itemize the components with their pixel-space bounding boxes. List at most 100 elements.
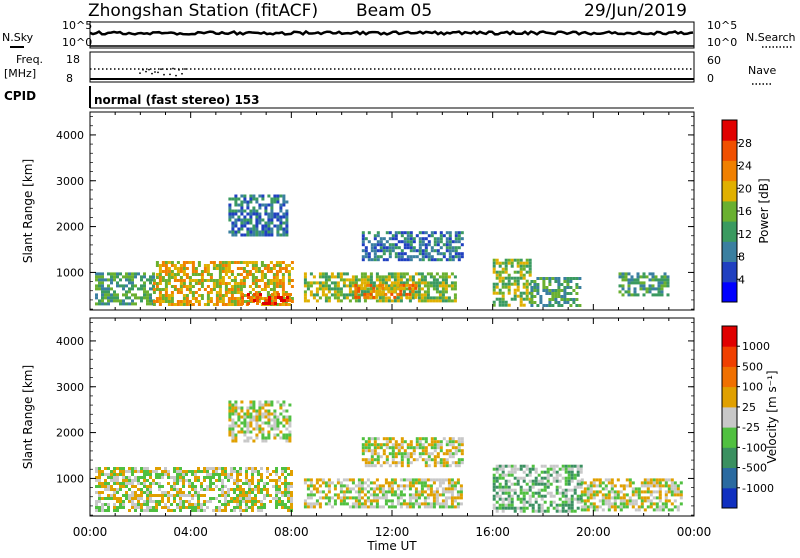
power-cell bbox=[406, 258, 410, 262]
velocity-cell bbox=[290, 491, 293, 494]
power-cell bbox=[361, 234, 365, 238]
power-cell bbox=[417, 272, 421, 276]
velocity-cell bbox=[504, 503, 508, 507]
power-cell bbox=[261, 224, 265, 228]
power-cell bbox=[227, 291, 231, 294]
power-cell bbox=[249, 227, 253, 231]
power-cell bbox=[391, 234, 395, 238]
power-cell bbox=[275, 291, 279, 294]
velocity-cell bbox=[519, 476, 523, 480]
power-cell bbox=[179, 276, 183, 279]
velocity-cell bbox=[433, 461, 437, 465]
velocity-cell bbox=[101, 503, 104, 506]
velocity-cell bbox=[580, 508, 584, 512]
power-cell bbox=[285, 230, 289, 234]
velocity-cell bbox=[549, 473, 553, 477]
power-cell bbox=[104, 293, 107, 297]
power-cell bbox=[249, 197, 253, 201]
velocity-cell bbox=[315, 487, 319, 491]
velocity-cell bbox=[528, 485, 532, 489]
power-cell bbox=[433, 231, 437, 235]
velocity-cell bbox=[411, 478, 415, 482]
velocity-cell bbox=[586, 499, 590, 503]
velocity-cell bbox=[287, 485, 290, 488]
power-cell bbox=[373, 249, 377, 253]
velocity-cell bbox=[454, 464, 458, 468]
power-cell bbox=[542, 277, 546, 280]
power-cell bbox=[275, 270, 279, 273]
velocity-cell bbox=[640, 481, 644, 485]
power-cell bbox=[270, 197, 274, 201]
power-cell bbox=[528, 270, 532, 274]
velocity-cell bbox=[561, 509, 565, 513]
velocity-cell bbox=[546, 467, 550, 471]
power-cell bbox=[246, 227, 250, 231]
power-cell bbox=[237, 230, 241, 234]
velocity-cell bbox=[134, 467, 137, 470]
power-cell bbox=[167, 294, 171, 297]
velocity-cell bbox=[622, 484, 626, 488]
power-cell bbox=[357, 286, 361, 290]
velocity-cell bbox=[197, 467, 200, 470]
velocity-cell bbox=[233, 491, 236, 494]
velocity-cell bbox=[531, 467, 535, 471]
velocity-cell bbox=[366, 505, 370, 509]
power-cell bbox=[221, 261, 225, 264]
power-cell bbox=[405, 272, 409, 276]
velocity-cell bbox=[275, 467, 278, 470]
power-cell bbox=[252, 224, 256, 228]
velocity-cell bbox=[670, 508, 674, 512]
power-cell bbox=[396, 275, 400, 279]
velocity-cell bbox=[580, 493, 584, 497]
power-cell bbox=[563, 286, 567, 289]
velocity-cell bbox=[381, 496, 385, 500]
velocity-cell bbox=[107, 473, 110, 476]
velocity-cell bbox=[185, 479, 188, 482]
velocity-cell bbox=[589, 496, 593, 500]
velocity-cell bbox=[248, 497, 251, 500]
velocity-cell bbox=[266, 488, 269, 491]
power-cell bbox=[391, 249, 395, 253]
power-cell bbox=[278, 267, 282, 270]
power-cell bbox=[578, 304, 582, 307]
velocity-cell bbox=[646, 487, 650, 491]
power-cell bbox=[321, 275, 325, 279]
power-cell bbox=[575, 277, 579, 280]
velocity-cell bbox=[246, 427, 250, 431]
velocity-cell bbox=[507, 497, 511, 501]
power-cell bbox=[107, 278, 110, 282]
power-cell bbox=[281, 285, 285, 288]
power-cell bbox=[367, 240, 371, 244]
power-cell bbox=[525, 297, 529, 301]
power-cell bbox=[140, 275, 143, 279]
power-cell bbox=[318, 296, 322, 300]
power-cell bbox=[197, 273, 201, 276]
power-cell bbox=[510, 258, 514, 262]
power-cell bbox=[363, 284, 367, 288]
velocity-cell bbox=[661, 505, 665, 509]
velocity-cell bbox=[98, 485, 101, 488]
velocity-cell bbox=[251, 491, 254, 494]
velocity-cell bbox=[519, 506, 523, 510]
velocity-cell bbox=[354, 499, 358, 503]
velocity-cell bbox=[406, 455, 410, 459]
power-cell bbox=[429, 275, 433, 279]
power-cell bbox=[155, 276, 159, 279]
velocity-cell bbox=[234, 424, 238, 428]
velocity-cell bbox=[282, 433, 286, 437]
power-cell bbox=[438, 299, 442, 303]
velocity-cell bbox=[95, 476, 98, 479]
power-cell bbox=[528, 291, 532, 295]
velocity-cell bbox=[267, 433, 271, 437]
velocity-cell bbox=[176, 503, 179, 506]
velocity-cell bbox=[327, 484, 331, 488]
velocity-cell bbox=[158, 467, 161, 470]
velocity-cell bbox=[179, 476, 182, 479]
power-cell bbox=[379, 255, 383, 259]
power-cell bbox=[539, 277, 543, 280]
velocity-cell bbox=[427, 458, 431, 462]
power-cell bbox=[339, 290, 343, 294]
velocity-cell bbox=[104, 479, 107, 482]
power-cell bbox=[651, 293, 655, 297]
power-cell bbox=[375, 292, 379, 296]
